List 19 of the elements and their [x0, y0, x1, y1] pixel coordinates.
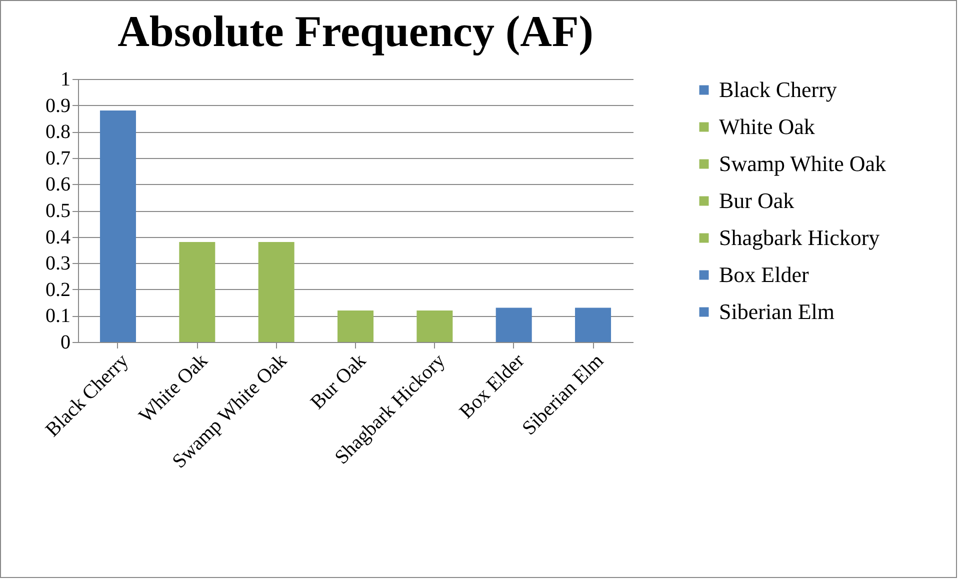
- y-tick-label: 0.5: [46, 200, 70, 222]
- legend-label: Shagbark Hickory: [719, 225, 880, 250]
- y-tick-label: 0.4: [46, 226, 70, 248]
- y-tick-label: 0.2: [46, 278, 70, 301]
- legend-label: Swamp White Oak: [719, 151, 886, 176]
- legend-label: White Oak: [719, 114, 815, 139]
- y-tick-label: 0: [60, 332, 70, 354]
- y-tick-label: 0.1: [46, 305, 70, 328]
- y-tick-label: 1: [60, 68, 70, 90]
- y-tick-label: 0.3: [46, 252, 70, 275]
- y-tick-label: 0.6: [46, 174, 70, 196]
- legend-label: Siberian Elm: [719, 299, 834, 324]
- legend-label: Bur Oak: [719, 188, 794, 213]
- y-tick-label: 0.9: [46, 94, 70, 117]
- legend-label: Box Elder: [719, 262, 810, 287]
- legend-label: Black Cherry: [719, 77, 837, 102]
- y-tick-label: 0.7: [46, 147, 70, 170]
- chart-title: Absolute Frequency (AF): [118, 7, 594, 56]
- y-tick-label: 0.8: [46, 121, 70, 144]
